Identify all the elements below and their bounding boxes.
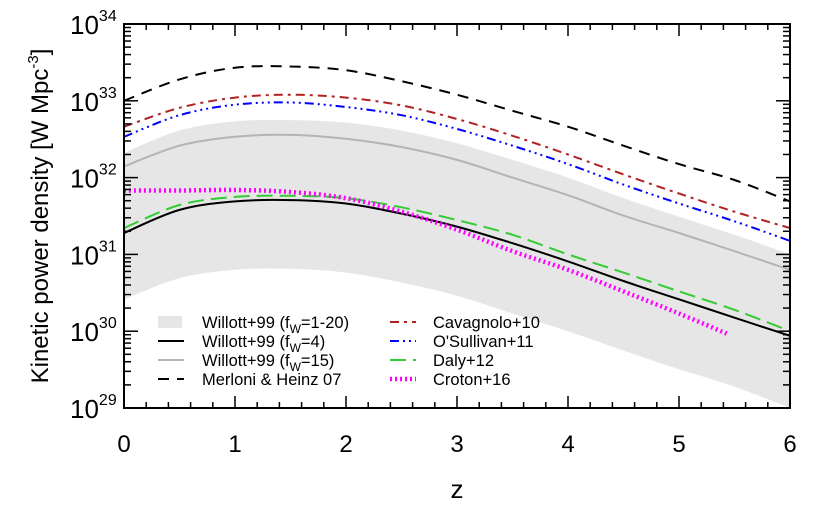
series-line-3 <box>124 93 790 230</box>
legend-label: Willott+99 (fW=4) <box>202 333 325 355</box>
legend-swatch-band <box>158 316 182 328</box>
legend-label: O'Sullivan+11 <box>433 333 534 351</box>
plot-frame <box>123 23 791 409</box>
legend-label: Merloni & Heinz 07 <box>202 371 341 389</box>
y-tick-label: 1034 <box>70 8 117 40</box>
x-tick-label: 5 <box>672 431 685 458</box>
series-line-5 <box>124 194 790 333</box>
y-tick-label: 1032 <box>70 162 117 194</box>
series-line-2 <box>124 65 790 203</box>
legend-label: Willott+99 (fW=15) <box>202 352 334 374</box>
x-tick-label: 6 <box>783 431 796 458</box>
y-tick-label: 1031 <box>70 238 117 270</box>
x-tick-label: 3 <box>450 431 463 458</box>
y-tick-label: 1033 <box>70 85 117 117</box>
series-line-1 <box>124 133 790 271</box>
legend-label: Cavagnolo+10 <box>433 314 540 332</box>
legend-label: Daly+12 <box>433 352 494 370</box>
x-axis-label: z <box>451 474 464 504</box>
x-tick-label: 4 <box>561 431 574 458</box>
y-tick-label: 1029 <box>70 392 117 424</box>
y-axis-label: Kinetic power density [W Mpc-3] <box>25 49 54 384</box>
y-tick-label: 1030 <box>70 315 117 347</box>
x-tick-label: 0 <box>117 431 130 458</box>
series-line-6 <box>124 187 728 336</box>
x-tick-label: 1 <box>228 431 241 458</box>
legend-label: Willott+99 (fW=1-20) <box>202 314 349 336</box>
series-line-0 <box>124 198 790 337</box>
legend-label: Croton+16 <box>433 371 511 389</box>
legend: Willott+99 (fW=1-20)Willott+99 (fW=4)Wil… <box>158 314 540 389</box>
x-tick-label: 2 <box>339 431 352 458</box>
